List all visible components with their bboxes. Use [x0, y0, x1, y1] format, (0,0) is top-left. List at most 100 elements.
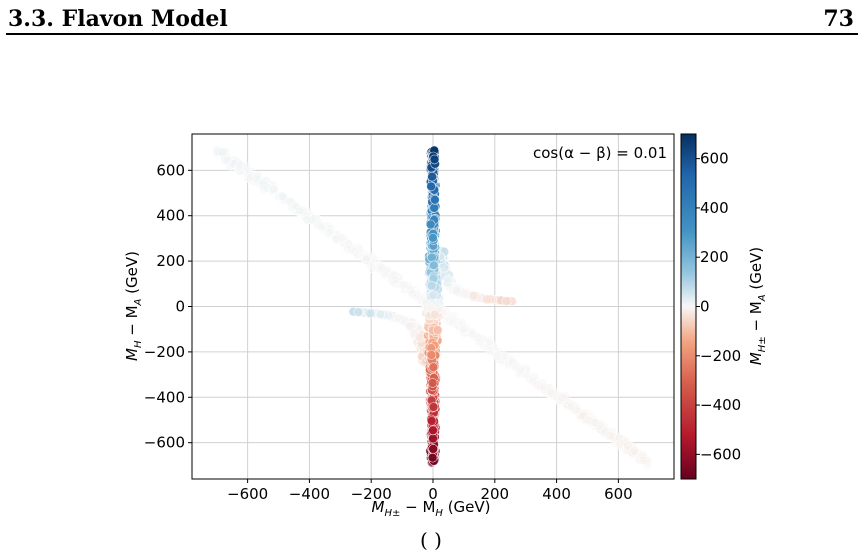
- scatter-point: [365, 308, 376, 319]
- scatter-point: [622, 445, 633, 456]
- scatter-point: [375, 309, 386, 320]
- scatter-point: [426, 280, 437, 291]
- scatter-point: [521, 369, 531, 380]
- scatter-point: [483, 341, 494, 352]
- scatter-point: [472, 332, 483, 343]
- y-tick-label: 0: [175, 298, 185, 316]
- scatter-point: [294, 205, 305, 216]
- scatter-point: [277, 191, 288, 202]
- scatter-point: [235, 159, 246, 170]
- scatter-point: [379, 268, 390, 279]
- scatter-point: [566, 402, 577, 413]
- scatter-point: [429, 203, 440, 213]
- scatter-point: [241, 162, 252, 172]
- scatter-point: [447, 317, 458, 328]
- y-tick-label: −400: [144, 388, 185, 406]
- scatter-point: [407, 289, 418, 299]
- scatter-point: [535, 381, 546, 392]
- x-tick-label: −600: [227, 485, 268, 503]
- x-axis-label: MH± − MH (GeV): [371, 498, 490, 519]
- colorbar-tick-label: −600: [700, 445, 741, 463]
- y-tick-label: 600: [156, 161, 185, 179]
- scatter-point: [571, 405, 582, 416]
- colorbar-label: MH± − MA (GeV): [747, 247, 768, 365]
- scatter-point: [428, 362, 439, 373]
- scatter-point: [551, 391, 562, 402]
- scatter-point: [352, 249, 363, 260]
- x-tick-label: −400: [289, 485, 330, 503]
- scatter-point: [468, 290, 479, 301]
- scatter-point: [605, 430, 616, 441]
- scatter-point: [412, 291, 422, 301]
- scatter-point: [467, 329, 478, 340]
- scatter-point: [527, 376, 538, 387]
- colorbar-tick-label: −400: [700, 396, 741, 414]
- scatter-point: [516, 364, 527, 375]
- y-tick-label: −600: [144, 434, 185, 452]
- scatter-point: [542, 387, 552, 398]
- scatter-point: [325, 223, 336, 234]
- scatter-point: [217, 147, 228, 157]
- colorbar-tick-label: −200: [700, 347, 741, 365]
- scatter-point: [427, 378, 438, 388]
- scatter-point: [399, 280, 409, 290]
- scatter-point: [526, 372, 537, 383]
- scatter-point: [432, 325, 443, 335]
- scatter-point: [428, 233, 438, 243]
- scatter-point: [427, 452, 438, 463]
- y-tick-label: −200: [144, 343, 185, 361]
- scatter-point: [315, 220, 326, 231]
- scatter-point: [501, 296, 512, 306]
- page-number: 73: [823, 6, 854, 32]
- scatter-point: [427, 252, 437, 263]
- y-tick-label: 200: [156, 252, 185, 270]
- scatter-point: [330, 234, 341, 244]
- scatter-point: [426, 350, 437, 360]
- scatter-point: [286, 202, 297, 212]
- caption-fragment: ( ): [420, 528, 442, 552]
- scatter-point: [615, 439, 625, 449]
- scatter-point: [430, 195, 440, 205]
- scatter-point: [596, 420, 606, 430]
- scatter-point: [563, 397, 574, 408]
- scatter-point: [428, 290, 439, 301]
- scatter-point: [222, 155, 232, 165]
- colorbar-tick-label: 400: [700, 199, 729, 217]
- colorbar-tick-label: 600: [700, 150, 729, 168]
- scatter-point: [342, 244, 353, 254]
- scatter-point: [427, 171, 437, 182]
- scatter-point: [414, 332, 425, 343]
- scatter-point: [312, 220, 323, 230]
- scatter-point: [269, 184, 279, 194]
- scatter-point: [428, 260, 439, 271]
- scatter-points: [211, 145, 653, 472]
- scatter-point: [425, 219, 436, 230]
- scatter-point: [426, 416, 437, 426]
- colorbar: [680, 133, 697, 480]
- colorbar-ticks: 600 400 200 0 −200 −400 −600: [696, 150, 741, 463]
- y-axis-label: MH − MA (GeV): [123, 251, 144, 361]
- scatter-point: [450, 316, 461, 326]
- colorbar-tick-label: 200: [700, 248, 729, 266]
- scatter-point: [332, 233, 342, 243]
- scatter-point: [494, 354, 505, 364]
- scatter-point: [367, 263, 378, 274]
- scatter-point: [354, 244, 365, 255]
- x-tick-label: 0: [428, 485, 438, 503]
- scatter-point: [285, 196, 296, 206]
- scatter-point: [428, 402, 439, 412]
- x-tick-label: −200: [351, 485, 392, 503]
- scatter-point: [443, 274, 454, 285]
- scatter-point: [482, 294, 492, 305]
- scatter-point: [557, 392, 568, 403]
- x-tick-label: 400: [542, 485, 571, 503]
- x-axis: −600 −400 −200 0 200 400 600: [227, 479, 633, 503]
- section-title: 3.3. Flavon Model: [8, 6, 228, 32]
- scatter-point: [403, 280, 413, 291]
- x-tick-label: 200: [480, 485, 509, 503]
- scatter-point: [429, 154, 440, 165]
- scatter-point: [608, 432, 619, 443]
- annotation-label: cos(α − β) = 0.01: [533, 144, 667, 162]
- scatter-point: [324, 227, 335, 237]
